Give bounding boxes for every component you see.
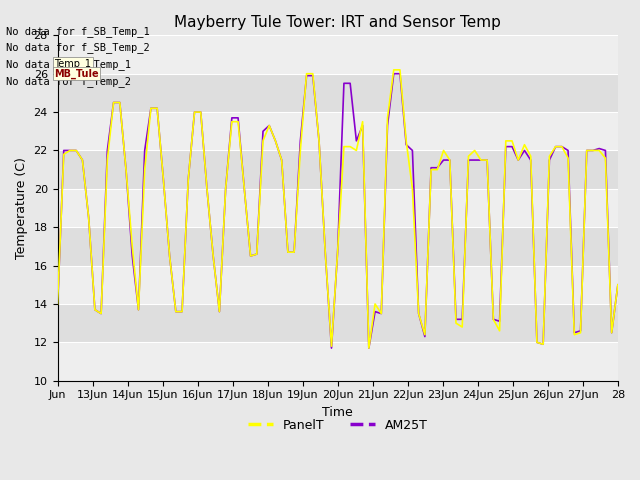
Text: No data for f_Temp_1: No data for f_Temp_1 [6,59,131,70]
Text: Temp_1: Temp_1 [54,58,92,69]
Bar [58,304,618,342]
Text: No data for f_SB_Temp_1: No data for f_SB_Temp_1 [6,25,150,36]
Title: Mayberry Tule Tower: IRT and Sensor Temp: Mayberry Tule Tower: IRT and Sensor Temp [174,15,501,30]
Y-axis label: Temperature (C): Temperature (C) [15,157,28,259]
Bar [58,265,618,304]
Text: No data for f_SB_Temp_2: No data for f_SB_Temp_2 [6,42,150,53]
Bar [58,112,618,150]
Bar [58,150,618,189]
X-axis label: Time: Time [323,406,353,419]
Bar [58,74,618,112]
Bar [58,36,618,74]
Text: MB_Tule: MB_Tule [54,69,99,79]
Text: No data for f_Temp_2: No data for f_Temp_2 [6,76,131,87]
Legend: PanelT, AM25T: PanelT, AM25T [243,414,433,437]
Bar [58,227,618,265]
Bar [58,342,618,381]
Bar [58,189,618,227]
